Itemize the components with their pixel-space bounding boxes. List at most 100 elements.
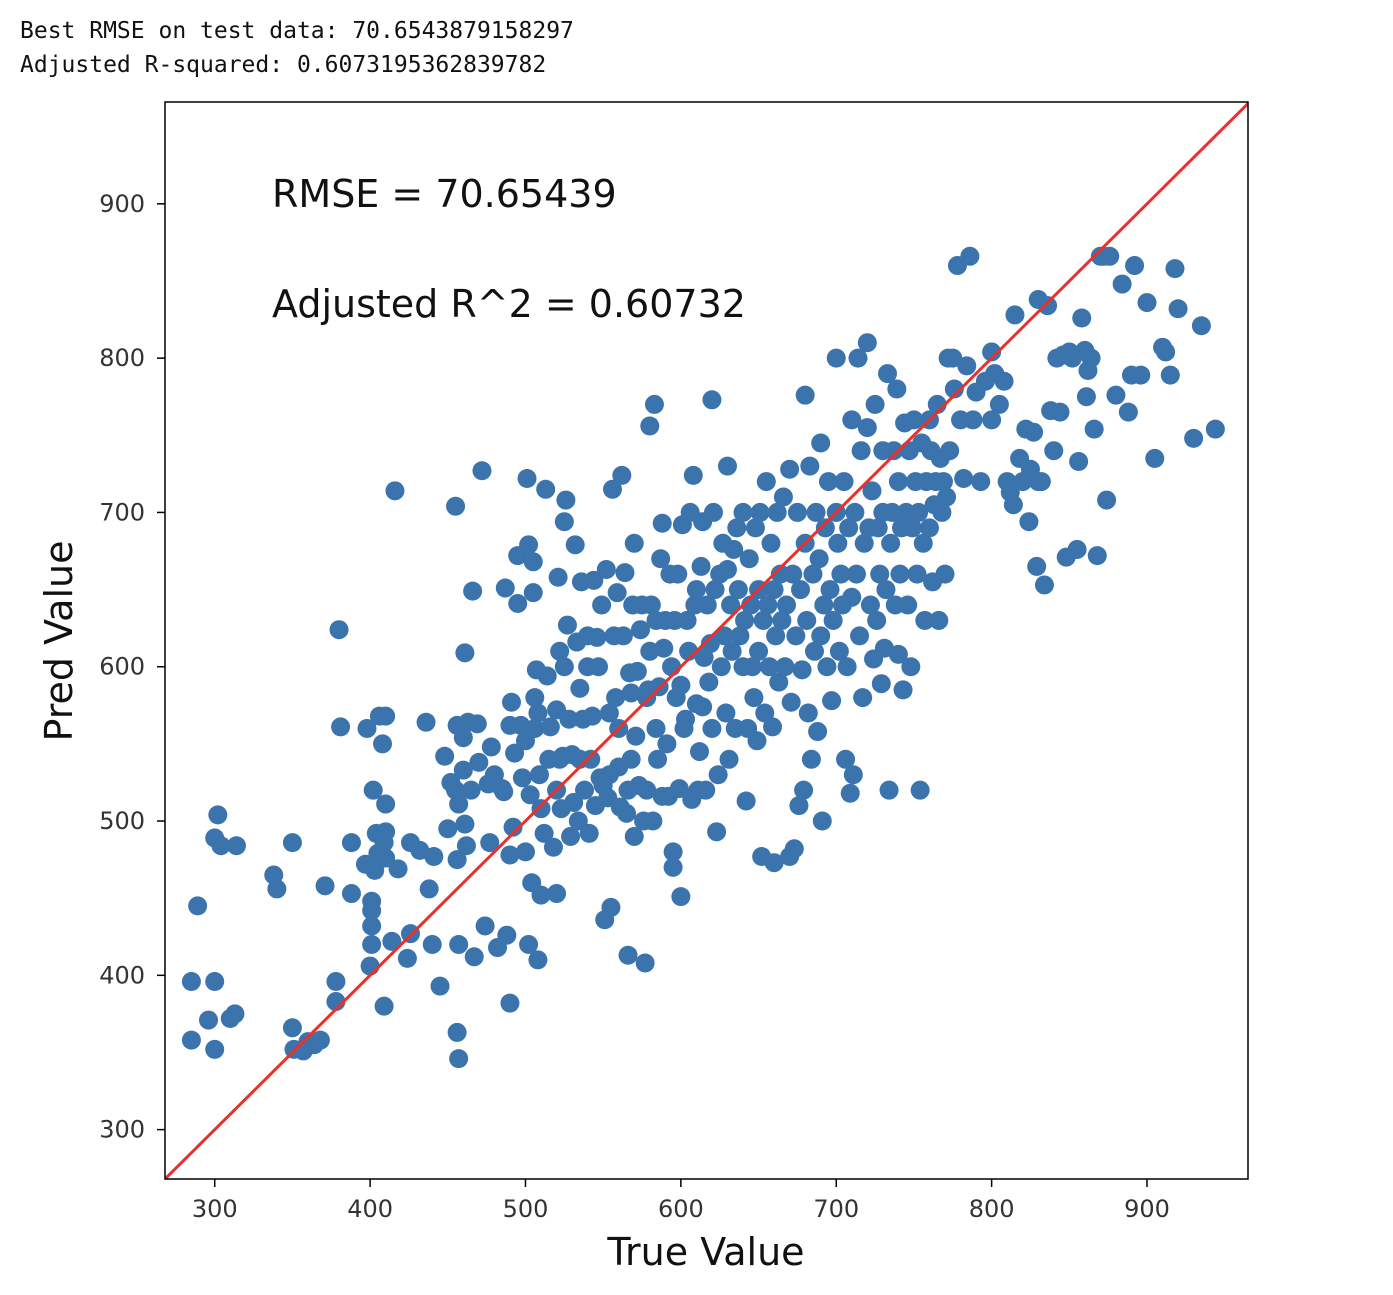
data-point: [954, 468, 974, 488]
plot-frame: [164, 101, 1249, 1180]
data-point: [523, 552, 543, 572]
data-point: [497, 925, 517, 945]
data-point: [1131, 365, 1151, 385]
x-axis-title: True Value: [606, 1230, 804, 1274]
data-point: [1034, 575, 1054, 595]
adjusted-r2-line: Adjusted R-squared: 0.6073195362839782: [20, 52, 547, 78]
data-point: [919, 518, 939, 538]
data-point: [528, 703, 548, 723]
data-point: [850, 626, 870, 646]
data-point: [901, 657, 921, 677]
data-point: [220, 1009, 240, 1029]
data-point: [616, 803, 636, 823]
data-point: [547, 884, 567, 904]
data-point: [475, 916, 495, 936]
data-point: [1184, 428, 1204, 448]
data-point: [982, 410, 1002, 430]
data-point: [767, 502, 787, 522]
data-point: [837, 657, 857, 677]
data-point: [561, 826, 581, 846]
data-point: [817, 657, 837, 677]
data-point: [736, 791, 756, 811]
data-point: [764, 580, 784, 600]
data-point: [730, 626, 750, 646]
data-point: [846, 564, 866, 584]
data-point: [554, 512, 574, 532]
data-point: [519, 535, 539, 555]
data-point: [907, 564, 927, 584]
data-point: [1050, 402, 1070, 422]
data-point: [550, 641, 570, 661]
data-point: [362, 916, 382, 936]
data-point: [910, 780, 930, 800]
data-point: [881, 533, 901, 553]
data-point: [781, 692, 801, 712]
data-point: [808, 722, 828, 742]
data-point: [612, 465, 632, 485]
data-point: [447, 1022, 467, 1042]
data-point: [1118, 402, 1138, 422]
data-point: [1072, 308, 1092, 328]
data-point: [388, 859, 408, 879]
data-point: [831, 564, 851, 584]
data-point: [267, 879, 287, 899]
data-point: [668, 564, 688, 584]
data-point: [449, 1049, 469, 1069]
x-tick-label: 600: [658, 1195, 704, 1223]
data-point: [360, 956, 380, 976]
data-point: [839, 518, 859, 538]
data-point: [840, 783, 860, 803]
data-point: [365, 860, 385, 880]
data-point: [735, 610, 755, 630]
data-point: [602, 479, 622, 499]
data-point: [761, 533, 781, 553]
data-point: [416, 712, 436, 732]
data-point: [181, 971, 201, 991]
data-point: [708, 765, 728, 785]
data-point: [637, 780, 657, 800]
data-point: [531, 799, 551, 819]
data-point: [181, 1030, 201, 1050]
data-point: [1067, 539, 1087, 559]
data-point: [935, 564, 955, 584]
data-point: [717, 560, 737, 580]
data-point: [554, 657, 574, 677]
data-point: [455, 643, 475, 663]
data-point: [618, 945, 638, 965]
data-point: [836, 749, 856, 769]
data-point: [702, 718, 722, 738]
data-point: [329, 620, 349, 640]
data-point: [397, 948, 417, 968]
data-point: [376, 706, 396, 726]
data-point: [480, 833, 500, 853]
console-output: Best RMSE on test data: 70.6543879158297…: [20, 14, 574, 82]
data-point: [627, 661, 647, 681]
data-point: [671, 887, 691, 907]
data-point: [579, 823, 599, 843]
data-point: [994, 371, 1014, 391]
data-point: [842, 410, 862, 430]
data-point: [494, 782, 514, 802]
data-point: [893, 680, 913, 700]
data-point: [733, 502, 753, 522]
data-point: [932, 502, 952, 522]
data-point: [501, 692, 521, 712]
data-point: [1100, 246, 1120, 266]
data-point: [742, 657, 762, 677]
data-point: [857, 418, 877, 438]
data-point: [963, 410, 983, 430]
data-point: [909, 502, 929, 522]
data-point: [587, 627, 607, 647]
data-point: [226, 836, 246, 856]
data-point: [282, 1018, 302, 1038]
data-point: [857, 333, 877, 353]
data-point: [523, 583, 543, 603]
data-point: [500, 845, 520, 865]
data-point: [851, 441, 871, 461]
data-point: [797, 610, 817, 630]
data-point: [621, 683, 641, 703]
data-point: [461, 780, 481, 800]
data-point: [520, 785, 540, 805]
data-point: [648, 749, 668, 769]
